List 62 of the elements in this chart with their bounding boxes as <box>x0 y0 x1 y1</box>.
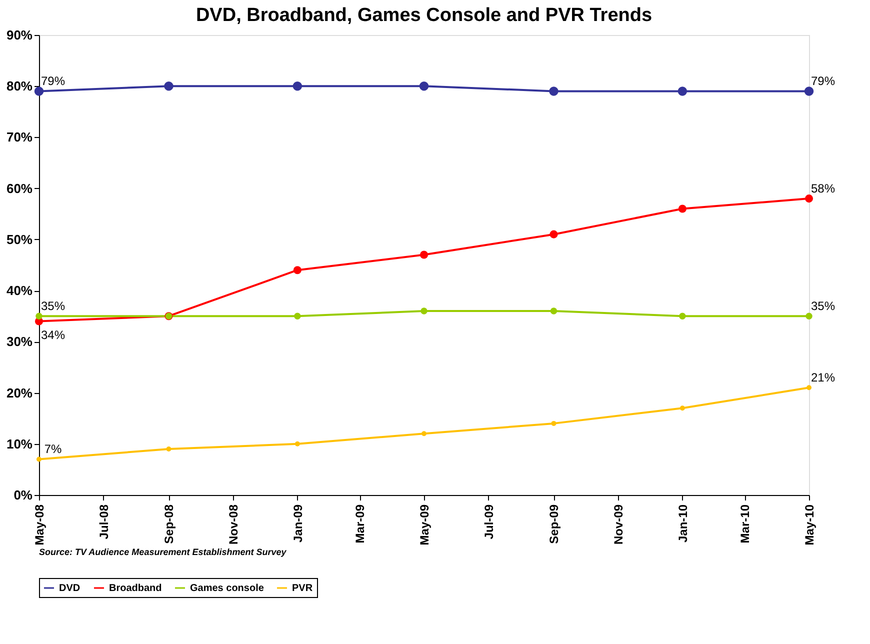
point <box>549 86 558 96</box>
y-tick-label: 80% <box>6 78 33 94</box>
x-tick-label: May-09 <box>418 504 432 546</box>
data-label: 7% <box>44 442 62 456</box>
point <box>678 204 686 213</box>
point <box>420 250 428 259</box>
point <box>551 420 556 426</box>
point <box>294 441 300 446</box>
x-tick-label: May-10 <box>802 504 816 546</box>
x-tick-label: Nov-09 <box>612 504 626 545</box>
legend-label: Broadband <box>109 583 162 594</box>
y-tick-label: 0% <box>14 488 33 502</box>
x-tick-label: Jul-09 <box>482 504 496 540</box>
point <box>678 86 688 96</box>
x-tick-label: Jan-09 <box>290 504 305 543</box>
point <box>804 194 814 203</box>
point <box>36 456 42 462</box>
x-tick-label: May-08 <box>32 504 46 546</box>
point <box>550 308 558 314</box>
point <box>34 86 44 96</box>
x-tick-label: Mar-09 <box>353 504 368 544</box>
data-label: 21% <box>810 370 836 385</box>
point <box>420 308 428 314</box>
point <box>166 446 172 452</box>
point <box>806 385 812 390</box>
legend-label: PVR <box>292 583 314 594</box>
data-label: 35% <box>40 299 66 314</box>
point <box>679 312 686 320</box>
data-label: 79% <box>810 74 836 88</box>
data-label: 34% <box>40 328 66 342</box>
point <box>292 82 302 91</box>
y-tick-label: 30% <box>6 334 33 350</box>
point <box>804 86 814 96</box>
y-tick-label: 20% <box>6 385 33 400</box>
y-tick-label: 40% <box>6 283 33 298</box>
y-tick-label: 90% <box>6 28 33 42</box>
x-tick-label: Sep-08 <box>162 504 176 544</box>
point <box>422 431 426 436</box>
data-label: 79% <box>40 74 66 88</box>
point <box>164 82 174 91</box>
x-tick-label: Jul-08 <box>96 504 111 540</box>
data-label: 35% <box>810 299 836 314</box>
point <box>294 312 301 320</box>
legend-label: Games console <box>190 583 264 594</box>
point <box>293 266 302 274</box>
legend-label: DVD <box>59 583 80 594</box>
x-tick-label: Sep-09 <box>547 504 562 544</box>
chart-title: DVD, Broadband, Games Console and PVR Trends <box>196 5 652 26</box>
point <box>36 312 42 320</box>
y-tick-label: 50% <box>6 232 33 247</box>
x-tick-label: Mar-10 <box>738 504 752 544</box>
x-tick-label: Nov-08 <box>226 504 241 545</box>
point <box>550 230 558 238</box>
y-tick-label: 10% <box>6 436 33 452</box>
y-tick-label: 60% <box>6 180 33 196</box>
data-label: 58% <box>810 182 836 196</box>
x-tick-label: Jan-10 <box>676 504 690 543</box>
point <box>419 82 429 91</box>
y-tick-label: 70% <box>6 130 33 145</box>
point <box>806 312 812 320</box>
point <box>680 406 685 411</box>
source-note: Source: TV Audience Measurement Establishment Survey <box>39 547 288 557</box>
